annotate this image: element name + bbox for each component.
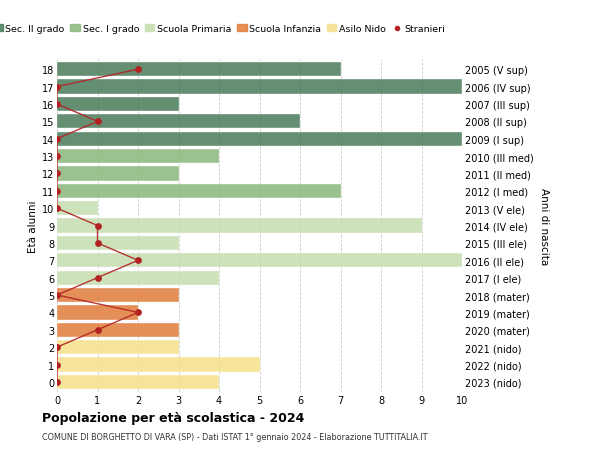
Point <box>52 378 62 386</box>
Bar <box>57 375 219 389</box>
Bar <box>57 254 462 268</box>
Point <box>52 361 62 369</box>
Point <box>92 240 102 247</box>
Bar <box>57 358 260 372</box>
Y-axis label: Anni di nascita: Anni di nascita <box>539 188 549 264</box>
Bar <box>57 271 219 285</box>
Bar <box>57 80 462 95</box>
Bar <box>57 150 219 164</box>
Point <box>52 188 62 195</box>
Point <box>52 205 62 213</box>
Bar <box>57 323 179 337</box>
Legend: Sec. II grado, Sec. I grado, Scuola Primaria, Scuola Infanzia, Asilo Nido, Stran: Sec. II grado, Sec. I grado, Scuola Prim… <box>0 21 449 38</box>
Point <box>92 326 102 334</box>
Bar <box>57 236 179 251</box>
Bar <box>57 306 138 320</box>
Bar <box>57 63 341 77</box>
Point <box>92 118 102 126</box>
Bar <box>57 288 179 302</box>
Bar <box>57 219 421 233</box>
Point <box>52 101 62 108</box>
Text: Popolazione per età scolastica - 2024: Popolazione per età scolastica - 2024 <box>42 412 304 425</box>
Bar <box>57 167 179 181</box>
Bar <box>57 115 300 129</box>
Bar <box>57 98 179 112</box>
Point <box>133 309 143 316</box>
Bar <box>57 202 97 216</box>
Y-axis label: Età alunni: Età alunni <box>28 200 38 252</box>
Point <box>52 344 62 351</box>
Text: COMUNE DI BORGHETTO DI VARA (SP) - Dati ISTAT 1° gennaio 2024 - Elaborazione TUT: COMUNE DI BORGHETTO DI VARA (SP) - Dati … <box>42 431 427 441</box>
Point <box>52 153 62 160</box>
Point <box>52 136 62 143</box>
Bar <box>57 184 341 198</box>
Point <box>92 223 102 230</box>
Point <box>133 67 143 74</box>
Point <box>52 292 62 299</box>
Point <box>133 257 143 264</box>
Point <box>52 84 62 91</box>
Point <box>92 274 102 282</box>
Point <box>52 170 62 178</box>
Bar <box>57 132 462 146</box>
Bar <box>57 340 179 354</box>
